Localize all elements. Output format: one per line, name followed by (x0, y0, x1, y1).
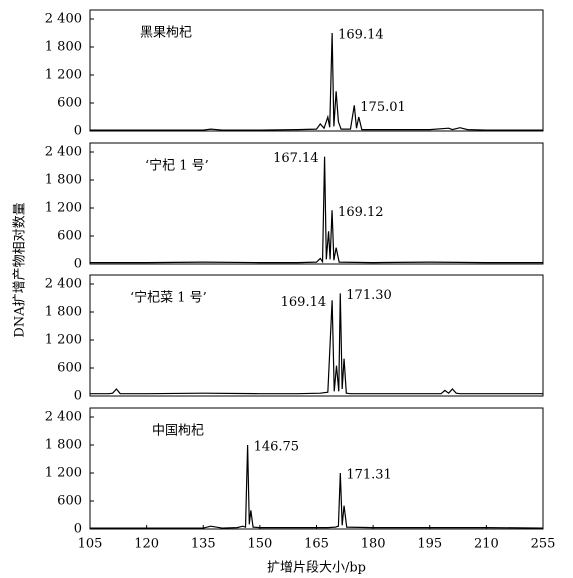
plot-frame (89, 142, 544, 265)
panel-title: 中国枸杞 (152, 424, 204, 439)
trace (90, 293, 543, 395)
panel-title: ‘宁杞菜 1 号’ (130, 290, 207, 306)
x-tick-label: 135 (191, 537, 216, 552)
y-tick-label: 2 400 (45, 277, 82, 292)
y-tick-label: 1 800 (45, 173, 82, 188)
peak-label: 171.30 (346, 288, 392, 303)
x-tick-label: 180 (361, 537, 386, 552)
y-tick-label: 1 200 (45, 333, 82, 348)
y-tick-label: 1 200 (45, 68, 82, 83)
y-tick-label: 0 (74, 389, 82, 404)
peak-label: 169.14 (338, 28, 384, 43)
peak-label: 146.75 (254, 440, 300, 455)
trace (90, 32, 543, 131)
y-tick-label: 2 400 (45, 145, 82, 160)
y-tick-label: 2 400 (45, 12, 82, 27)
peak-label: 169.12 (338, 205, 384, 220)
y-tick-label: 1 800 (45, 305, 82, 320)
y-tick-label: 1 200 (45, 466, 82, 481)
y-tick-label: 1 800 (45, 40, 82, 55)
peak-label: 171.31 (346, 468, 392, 483)
y-tick-label: 600 (57, 494, 82, 509)
x-tick-label: 165 (304, 537, 329, 552)
panel-title: 黑果枸杞 (140, 26, 192, 41)
peak-label: 175.01 (360, 100, 406, 115)
trace (90, 156, 543, 264)
peak-label: 169.14 (281, 295, 327, 310)
x-tick-label: 150 (247, 537, 272, 552)
x-tick-label: 195 (417, 537, 442, 552)
x-tick-label: 105 (78, 537, 103, 552)
y-tick-label: 2 400 (45, 410, 82, 425)
x-tick-label: 120 (134, 537, 159, 552)
panel-title: ‘宁杞 1 号’ (145, 158, 209, 174)
y-tick-label: 0 (74, 522, 82, 537)
plot-frame (89, 9, 544, 132)
trace (90, 444, 544, 529)
y-tick-label: 600 (57, 229, 82, 244)
plot-frame (89, 274, 544, 397)
y-tick-label: 0 (74, 124, 82, 139)
x-tick-label: 210 (474, 537, 499, 552)
y-tick-label: 0 (74, 257, 82, 272)
y-axis-title: DNA扩增产物相对数量 (13, 202, 28, 337)
y-tick-label: 1 800 (45, 438, 82, 453)
y-tick-label: 1 200 (45, 201, 82, 216)
x-tick-label: 255 (531, 537, 556, 552)
y-tick-label: 600 (57, 361, 82, 376)
x-axis-title: 扩增片段大小/bp (267, 561, 366, 576)
peak-label: 167.14 (273, 151, 319, 166)
y-tick-label: 600 (57, 96, 82, 111)
